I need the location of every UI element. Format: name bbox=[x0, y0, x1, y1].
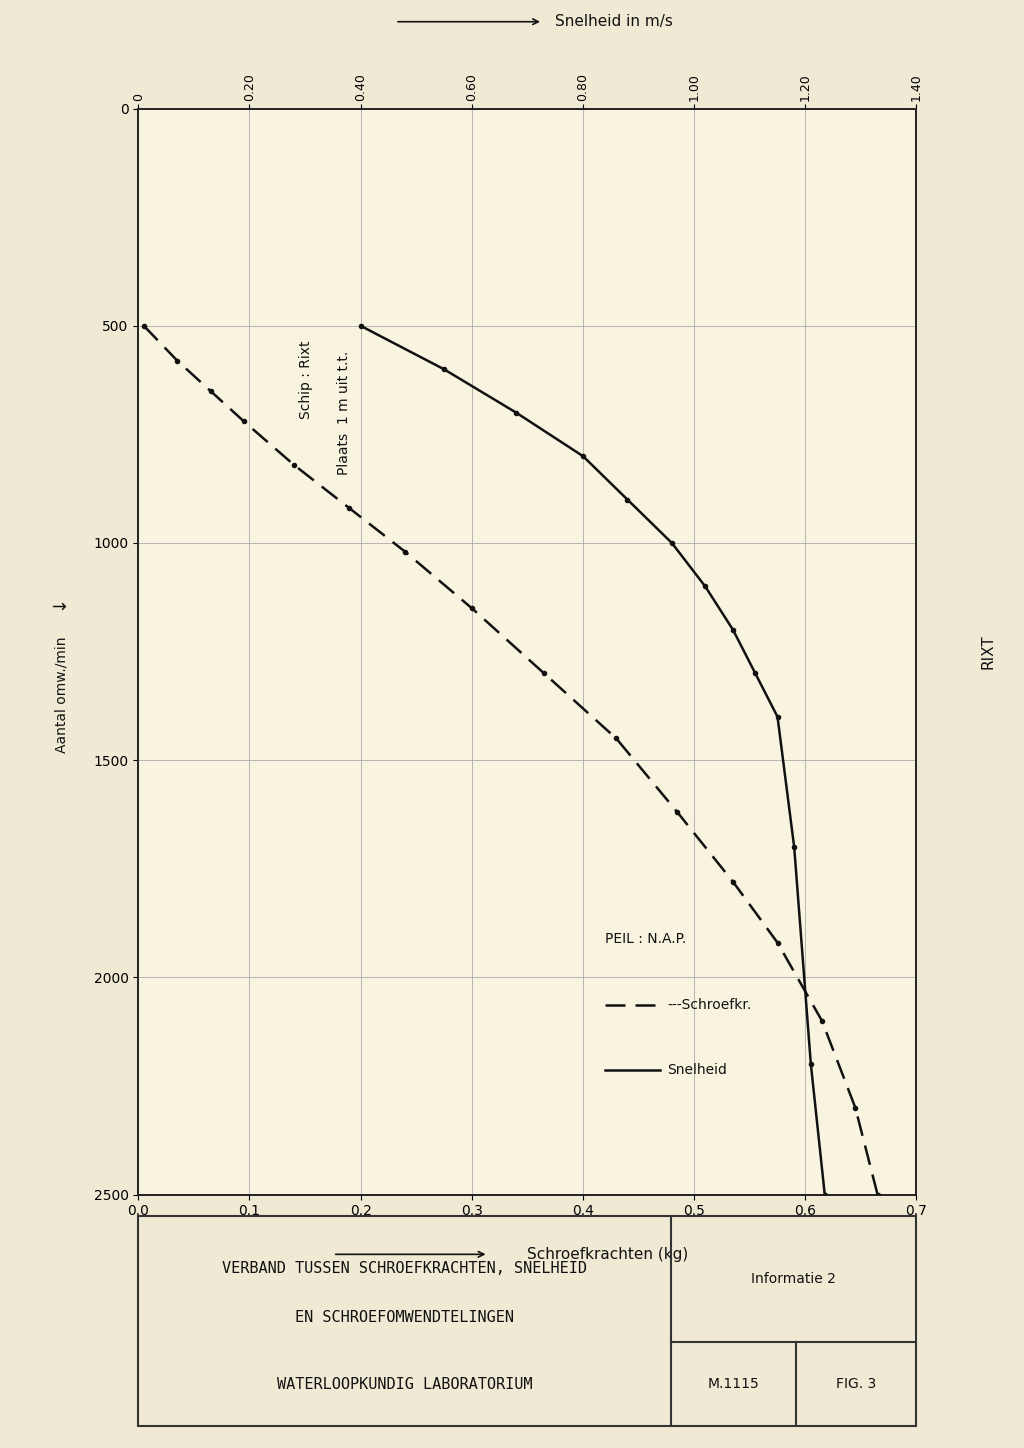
Text: Snelheid in m/s: Snelheid in m/s bbox=[555, 14, 673, 29]
Text: ---Schroefkr.: ---Schroefkr. bbox=[668, 998, 752, 1012]
Text: VERBAND TUSSEN SCHROEFKRACHTEN, SNELHEID: VERBAND TUSSEN SCHROEFKRACHTEN, SNELHEID bbox=[222, 1261, 588, 1276]
Text: FIG. 3: FIG. 3 bbox=[836, 1377, 877, 1392]
Text: Snelheid: Snelheid bbox=[668, 1063, 727, 1077]
Text: M.1115: M.1115 bbox=[708, 1377, 760, 1392]
Text: Schip : Rixt: Schip : Rixt bbox=[299, 340, 312, 420]
Text: WATERLOOPKUNDIG LABORATORIUM: WATERLOOPKUNDIG LABORATORIUM bbox=[278, 1377, 532, 1392]
Text: $\downarrow$: $\downarrow$ bbox=[52, 599, 71, 617]
Text: Plaats  1 m uit t.t.: Plaats 1 m uit t.t. bbox=[338, 350, 351, 475]
Text: Informatie 2: Informatie 2 bbox=[752, 1273, 837, 1286]
Text: PEIL : N.A.P.: PEIL : N.A.P. bbox=[605, 933, 686, 947]
Text: EN SCHROEFOMWENDTELINGEN: EN SCHROEFOMWENDTELINGEN bbox=[295, 1309, 514, 1325]
Text: Aantal omw./min: Aantal omw./min bbox=[54, 637, 69, 753]
Text: Schroefkrachten (kg): Schroefkrachten (kg) bbox=[527, 1247, 688, 1261]
Text: RIXT: RIXT bbox=[981, 634, 995, 669]
